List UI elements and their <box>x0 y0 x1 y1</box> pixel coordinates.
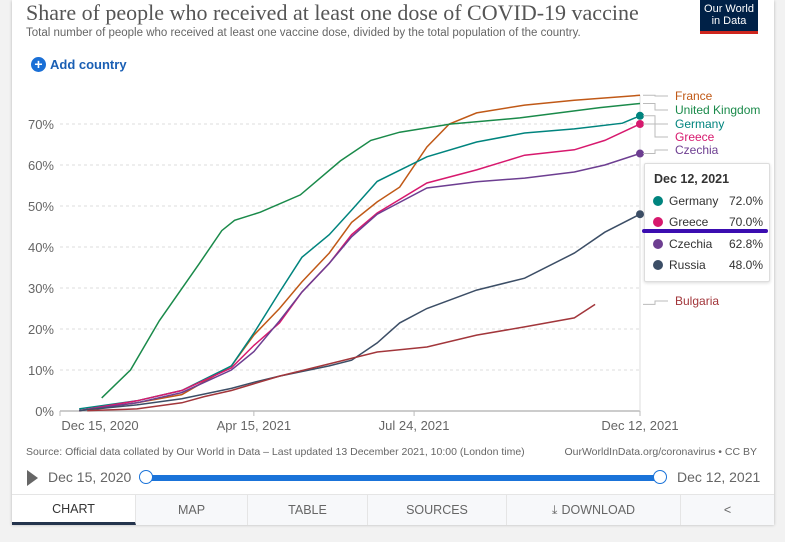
source-note: Source: Official data collated by Our Wo… <box>26 446 525 458</box>
y-tick-label: 70% <box>28 117 54 132</box>
tooltip-country: Russia <box>669 258 706 272</box>
tab-map[interactable]: MAP <box>136 495 248 525</box>
plus-circle-icon: + <box>31 57 46 72</box>
tab-download-label: DOWNLOAD <box>561 503 636 517</box>
tooltip: Dec 12, 2021 Germany 72.0% Greece 70.0% Cz… <box>644 163 770 282</box>
series-label-bulgaria: Bulgaria <box>675 294 719 308</box>
tab-download[interactable]: ⤓ DOWNLOAD <box>507 495 681 525</box>
y-tick-label: 0% <box>35 404 54 419</box>
data-point-marker <box>636 111 644 120</box>
tab-sources[interactable]: SOURCES <box>368 495 507 525</box>
tab-bar: CHART MAP TABLE SOURCES ⤓ DOWNLOAD < <box>12 494 774 525</box>
download-icon: ⤓ <box>551 502 558 517</box>
data-point-marker <box>636 149 644 158</box>
highlight-underline <box>642 229 768 233</box>
tooltip-value: 70.0% <box>728 215 763 229</box>
tooltip-country: Czechia <box>669 237 713 251</box>
label-connector <box>643 149 668 155</box>
data-point-marker <box>636 210 644 219</box>
chart-subtitle: Total number of people who received at l… <box>26 27 581 39</box>
tab-table[interactable]: TABLE <box>248 495 368 525</box>
timeline-slider-track[interactable] <box>146 475 660 481</box>
timeline-start-date: Dec 15, 2020 <box>48 469 132 485</box>
tooltip-row-greece: Greece 70.0% <box>653 215 763 229</box>
y-tick-label: 30% <box>28 281 54 296</box>
label-connector <box>643 103 668 111</box>
tooltip-value: 72.0% <box>728 194 763 208</box>
add-country-label: Add country <box>50 57 127 72</box>
credit-link[interactable]: OurWorldInData.org/coronavirus • CC BY <box>564 446 757 458</box>
tab-share[interactable]: < <box>681 495 774 525</box>
owid-logo[interactable]: Our World in Data <box>700 0 758 34</box>
tooltip-row-russia: Russia 48.0% <box>653 258 763 272</box>
series-label-germany: Germany <box>675 117 724 131</box>
play-icon[interactable] <box>27 470 38 486</box>
tooltip-country: Greece <box>669 215 709 229</box>
label-connector <box>643 115 668 125</box>
series-line-czechia <box>79 152 641 412</box>
data-point-marker <box>636 120 644 128</box>
series-line-france <box>79 94 641 412</box>
tooltip-row-germany: Germany 72.0% <box>653 194 763 208</box>
share-icon: < <box>723 503 732 517</box>
tooltip-value: 48.0% <box>728 258 763 272</box>
tooltip-date: Dec 12, 2021 <box>654 172 730 186</box>
x-tick-label: Jul 24, 2021 <box>379 418 450 433</box>
y-tick-label: 20% <box>28 322 54 337</box>
series-line-bulgaria <box>87 303 596 412</box>
x-tick-label: Apr 15, 2021 <box>217 418 291 433</box>
series-label-france: France <box>675 89 713 103</box>
x-tick-label: Dec 15, 2020 <box>61 418 138 433</box>
series-line-russia <box>79 213 641 412</box>
tab-chart[interactable]: CHART <box>12 495 136 525</box>
y-tick-label: 60% <box>28 158 54 173</box>
chart-title: Share of people who received at least on… <box>26 0 639 25</box>
label-connector <box>643 94 668 97</box>
x-tick-label: Dec 12, 2021 <box>601 418 678 433</box>
tooltip-country: Germany <box>669 194 719 208</box>
legend-dot-icon <box>653 196 663 206</box>
add-country-button[interactable]: + Add country <box>31 57 127 72</box>
series-label-united-kingdom: United Kingdom <box>675 103 760 117</box>
series-line-germany <box>79 115 641 410</box>
label-connector <box>643 123 668 138</box>
label-connector <box>643 300 668 305</box>
series-line-greece <box>79 123 641 412</box>
y-tick-label: 10% <box>28 363 54 378</box>
series-label-czechia: Czechia <box>675 143 719 157</box>
tooltip-value: 62.8% <box>728 237 763 251</box>
series-line-united-kingdom <box>101 102 641 399</box>
legend-dot-icon <box>653 260 663 270</box>
legend-dot-icon <box>653 217 663 227</box>
timeline-end-handle[interactable] <box>653 470 667 484</box>
tooltip-row-czechia: Czechia 62.8% <box>653 237 763 251</box>
series-label-greece: Greece <box>675 130 715 144</box>
legend-dot-icon <box>653 239 663 249</box>
y-tick-label: 50% <box>28 199 54 214</box>
y-tick-label: 40% <box>28 240 54 255</box>
timeline-end-date: Dec 12, 2021 <box>677 469 761 485</box>
timeline-start-handle[interactable] <box>139 470 153 484</box>
